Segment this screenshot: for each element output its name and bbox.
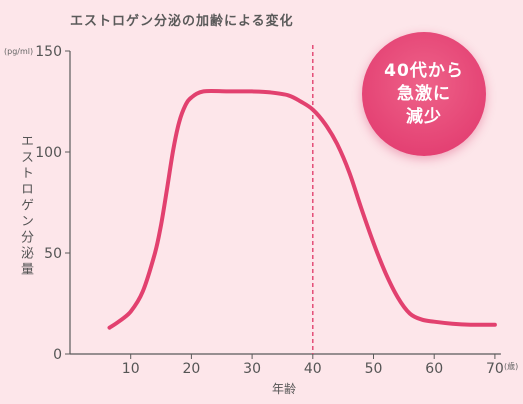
y-tick-label-50: 50 [44, 246, 62, 262]
x-tick-label-10: 10 [122, 361, 140, 377]
chart-title: エストロゲン分泌の加齢による変化 [70, 14, 294, 29]
x-axis-unit: (歳) [504, 362, 519, 371]
callout-badge: 40代から 急激に 減少 [362, 32, 486, 156]
x-tick-label-60: 60 [425, 361, 443, 377]
y-tick-label-100: 100 [35, 145, 62, 161]
callout-badge-text: 40代から 急激に 減少 [384, 60, 464, 127]
y-axis-unit: (pg/ml) [4, 47, 34, 56]
y-tick-label-0: 0 [53, 347, 62, 363]
x-tick-label-50: 50 [365, 361, 383, 377]
y-axis-label: エストロゲン分泌量 [18, 134, 33, 278]
y-tick-label-150: 150 [35, 44, 62, 60]
series-line-0 [107, 88, 497, 330]
x-tick-label-40: 40 [304, 361, 322, 377]
x-tick-label-20: 20 [182, 361, 200, 377]
x-tick-label-30: 30 [243, 361, 261, 377]
x-axis-label: 年齢 [272, 382, 297, 396]
x-tick-label-70: 70 [486, 361, 504, 377]
